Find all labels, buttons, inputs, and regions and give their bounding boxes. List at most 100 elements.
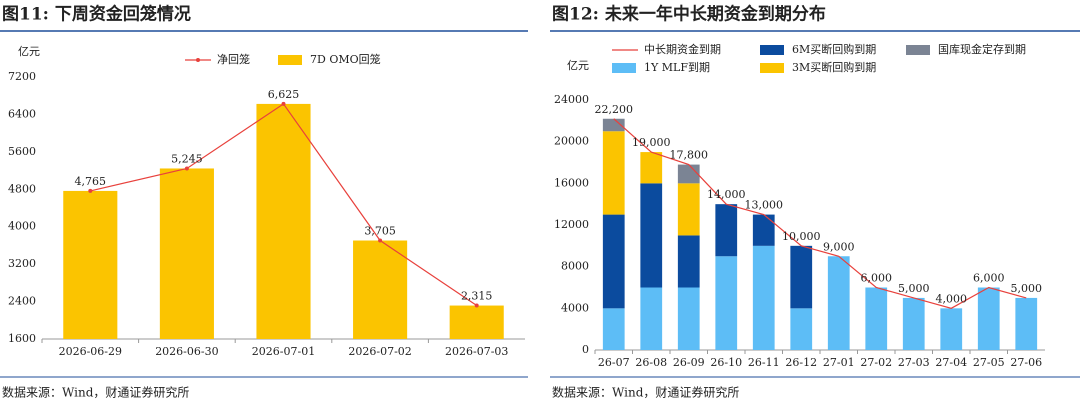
y-tick-label: 4800 [8, 182, 36, 195]
bar [827, 256, 850, 350]
data-label: 10,000 [782, 230, 821, 243]
y-tick-label: 16000 [554, 176, 589, 189]
bar [752, 214, 775, 246]
legend-swatch [278, 55, 302, 65]
point [88, 188, 93, 193]
source: 数据来源：Wind，财通证券研究所 [2, 385, 189, 400]
data-label: 3,705 [364, 225, 396, 238]
bar [677, 235, 700, 288]
y-tick-label: 0 [582, 343, 589, 356]
data-label: 13,000 [745, 199, 784, 212]
legend-label: 中长期资金到期 [644, 42, 721, 56]
legend-swatch [196, 58, 200, 62]
line [613, 118, 1027, 309]
x-tick-label: 26-07 [598, 356, 630, 369]
x-tick-label: 27-01 [823, 356, 855, 369]
x-tick-label: 27-05 [973, 356, 1005, 369]
point [474, 303, 479, 308]
bar [640, 287, 663, 350]
y-tick-label: 4000 [8, 220, 36, 233]
x-tick-label: 27-06 [1010, 356, 1042, 369]
x-tick-label: 27-03 [898, 356, 930, 369]
bar [677, 287, 700, 350]
chart-title: 图11: 下周资金回笼情况 [2, 4, 191, 25]
x-tick-label: 2026-06-29 [59, 345, 122, 358]
data-label: 5,000 [1011, 282, 1043, 295]
legend-label: 1Y MLF到期 [644, 61, 710, 74]
legend-label: 3M买断回购到期 [792, 60, 876, 74]
x-tick-label: 2026-07-03 [445, 345, 508, 358]
data-label: 2,315 [461, 290, 493, 303]
legend-label: 国库现金定存到期 [938, 42, 1026, 56]
y-tick-label: 6400 [8, 107, 36, 120]
point [281, 101, 286, 106]
bar [677, 183, 700, 236]
legend-swatch [906, 45, 930, 55]
bar [752, 245, 775, 350]
data-label: 9,000 [823, 240, 855, 253]
legend-swatch [612, 63, 636, 73]
y-tick-label: 3200 [8, 257, 36, 270]
data-label: 4,765 [75, 175, 107, 188]
y-tick-label: 2400 [8, 295, 36, 308]
data-label: 6,000 [861, 272, 893, 285]
data-label: 19,000 [632, 136, 671, 149]
y-tick-label: 8000 [561, 260, 589, 273]
bar [715, 256, 738, 350]
y-tick-label: 1600 [8, 332, 36, 345]
bar [602, 131, 625, 215]
legend-label: 净回笼 [217, 52, 250, 66]
y-tick-label: 5600 [8, 145, 36, 158]
x-tick-label: 2026-06-30 [155, 345, 218, 358]
data-label: 6,625 [268, 88, 300, 101]
bar [353, 240, 408, 339]
x-tick-label: 26-10 [710, 356, 742, 369]
x-tick-label: 26-09 [673, 356, 705, 369]
legend-swatch [760, 63, 784, 73]
x-tick-label: 26-12 [785, 356, 817, 369]
y-tick-label: 12000 [554, 218, 589, 231]
bar [715, 204, 738, 257]
point [378, 238, 383, 243]
data-label: 17,800 [670, 149, 709, 162]
y-tick-label: 20000 [554, 135, 589, 148]
x-tick-label: 2026-07-01 [252, 345, 315, 358]
bar [865, 287, 888, 350]
bar [640, 183, 663, 288]
bar [902, 297, 925, 350]
bar [790, 308, 813, 350]
bar [602, 214, 625, 309]
bar [640, 152, 663, 184]
bar [677, 164, 700, 184]
data-label: 5,000 [898, 282, 930, 295]
x-tick-label: 26-08 [635, 356, 667, 369]
y-unit: 亿元 [567, 59, 589, 72]
legend-label: 7D OMO回笼 [310, 52, 381, 66]
bar [63, 190, 118, 339]
x-tick-label: 26-11 [748, 356, 780, 369]
data-label: 4,000 [936, 292, 968, 305]
legend-label: 6M买断回购到期 [792, 42, 876, 56]
y-tick-label: 4000 [561, 301, 589, 314]
bar [940, 308, 963, 350]
x-tick-label: 27-02 [860, 356, 892, 369]
bar [790, 245, 813, 309]
x-tick-label: 2026-07-02 [348, 345, 411, 358]
bar [602, 308, 625, 350]
y-tick-label: 24000 [554, 93, 589, 106]
bar [449, 305, 504, 339]
bar [977, 287, 1000, 350]
bar [159, 168, 214, 339]
point [184, 166, 189, 171]
x-tick-label: 27-04 [935, 356, 967, 369]
y-unit: 亿元 [18, 45, 40, 58]
chart-title: 图12: 未来一年中长期资金到期分布 [552, 4, 826, 25]
data-label: 6,000 [973, 272, 1005, 285]
source: 数据来源：Wind，财通证券研究所 [552, 385, 739, 400]
data-label: 14,000 [707, 188, 746, 201]
bar [602, 118, 625, 132]
y-tick-label: 7200 [8, 70, 36, 83]
legend-swatch [760, 45, 784, 55]
bar [1015, 297, 1038, 350]
